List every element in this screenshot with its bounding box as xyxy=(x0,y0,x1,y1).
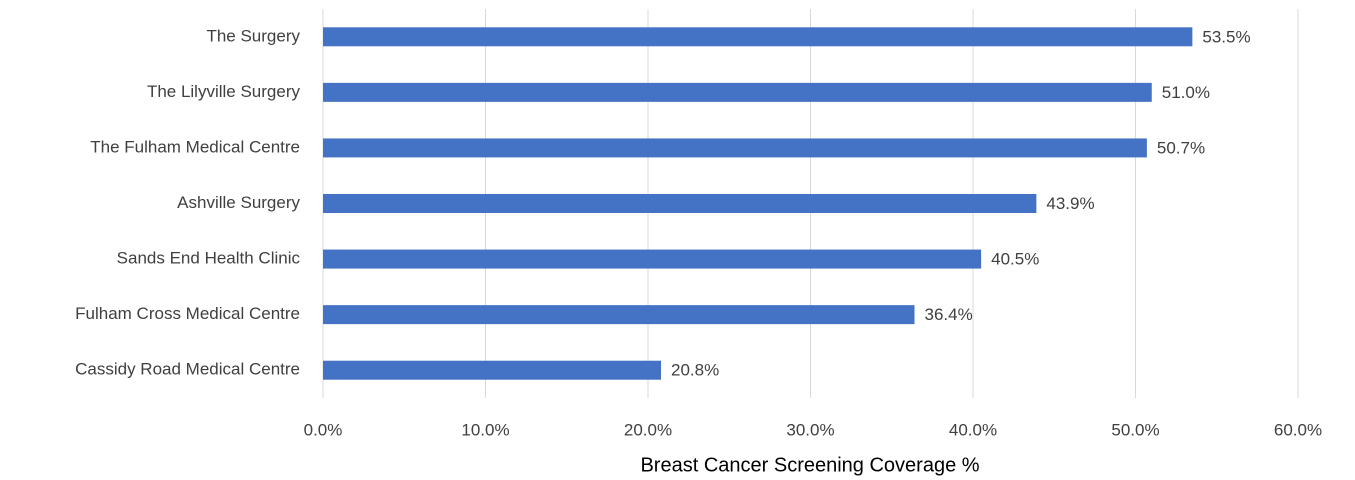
bar xyxy=(323,249,982,269)
y-tick-label: The Lilyville Surgery xyxy=(147,82,301,101)
bar xyxy=(323,360,661,380)
data-label: 20.8% xyxy=(671,361,719,380)
x-tick-label: 0.0% xyxy=(304,420,343,439)
y-tick-label: The Surgery xyxy=(206,26,300,45)
data-label: 51.0% xyxy=(1162,83,1210,102)
bar xyxy=(323,305,915,325)
x-tick-label: 50.0% xyxy=(1111,420,1159,439)
bar xyxy=(323,27,1193,47)
x-tick-label: 10.0% xyxy=(461,420,509,439)
data-label: 36.4% xyxy=(925,305,973,324)
data-label: 53.5% xyxy=(1202,27,1250,46)
bar xyxy=(323,138,1147,158)
x-tick-label: 40.0% xyxy=(949,420,997,439)
data-label: 50.7% xyxy=(1157,138,1205,157)
data-label: 40.5% xyxy=(991,250,1039,269)
y-tick-label: Cassidy Road Medical Centre xyxy=(75,360,300,379)
y-tick-label: Ashville Surgery xyxy=(177,193,300,212)
y-tick-label: Fulham Cross Medical Centre xyxy=(75,304,300,323)
data-label: 43.9% xyxy=(1046,194,1094,213)
y-tick-label: The Fulham Medical Centre xyxy=(90,137,300,156)
bar xyxy=(323,194,1037,213)
x-tick-label: 30.0% xyxy=(786,420,834,439)
x-axis-title: Breast Cancer Screening Coverage % xyxy=(640,454,979,476)
x-tick-label: 60.0% xyxy=(1274,420,1322,439)
y-tick-label: Sands End Health Clinic xyxy=(117,249,301,268)
bar xyxy=(323,82,1152,102)
x-tick-label: 20.0% xyxy=(624,420,672,439)
